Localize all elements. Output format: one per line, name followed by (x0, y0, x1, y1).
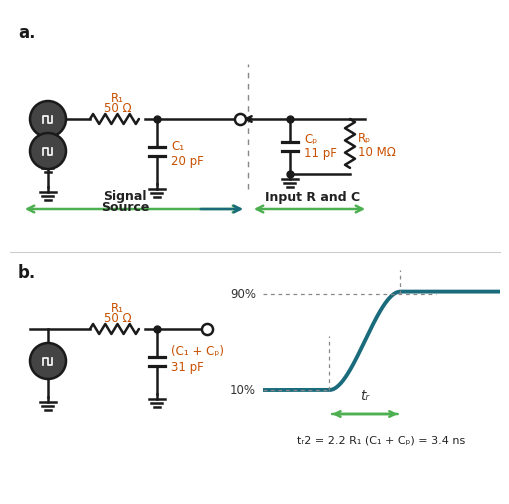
Text: 90%: 90% (230, 287, 256, 300)
Circle shape (30, 101, 66, 137)
Text: Input R and C: Input R and C (265, 191, 360, 204)
Text: 50 Ω: 50 Ω (103, 312, 131, 325)
Text: Signal: Signal (103, 190, 147, 203)
Text: R₁: R₁ (111, 92, 124, 105)
Circle shape (30, 343, 66, 379)
Text: Source: Source (101, 201, 149, 214)
Text: (C₁ + Cₚ): (C₁ + Cₚ) (171, 345, 223, 357)
Text: Cₚ: Cₚ (303, 133, 317, 146)
Text: 31 pF: 31 pF (171, 360, 204, 373)
Text: 11 pF: 11 pF (303, 148, 336, 160)
Text: a.: a. (18, 24, 36, 42)
Text: C₁: C₁ (171, 141, 184, 154)
Text: tᵣ: tᵣ (360, 389, 369, 403)
Circle shape (30, 133, 66, 169)
Text: 20 pF: 20 pF (171, 155, 204, 167)
Text: 50 Ω: 50 Ω (103, 102, 131, 115)
Text: b.: b. (18, 264, 36, 282)
Text: 10 MΩ: 10 MΩ (357, 146, 395, 159)
Text: 10%: 10% (230, 384, 256, 397)
Text: R₁: R₁ (111, 302, 124, 315)
Text: Rₚ: Rₚ (357, 132, 371, 145)
Text: tᵣ2 = 2.2 R₁ (C₁ + Cₚ) = 3.4 ns: tᵣ2 = 2.2 R₁ (C₁ + Cₚ) = 3.4 ns (297, 435, 465, 446)
